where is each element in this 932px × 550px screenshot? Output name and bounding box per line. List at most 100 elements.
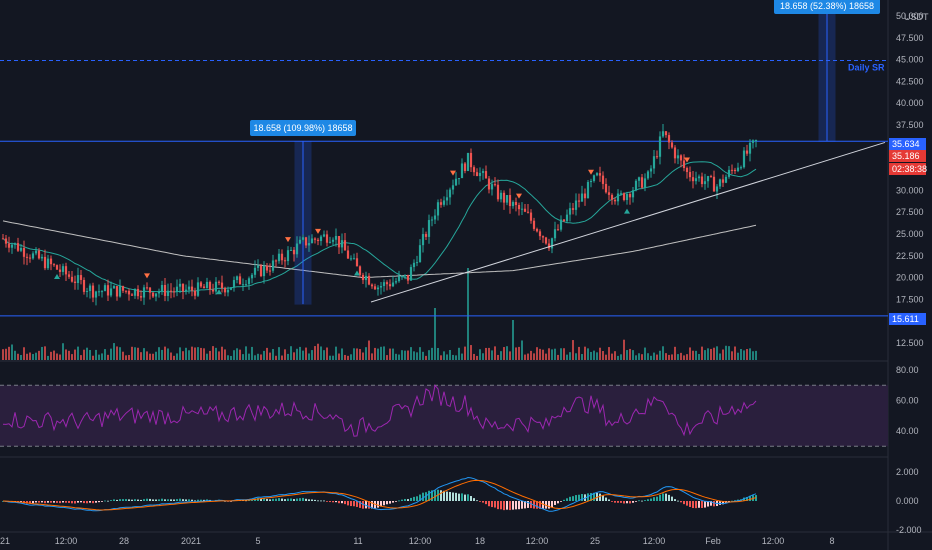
candle-body xyxy=(292,249,296,255)
rsi-tick-label: 80.00 xyxy=(896,365,919,375)
candle-body xyxy=(358,266,362,275)
macd-histogram-bar xyxy=(26,501,28,504)
macd-histogram-bar xyxy=(710,501,712,506)
candle-body xyxy=(118,286,122,297)
volume-bar xyxy=(587,348,589,360)
candle-body xyxy=(400,276,404,278)
candle-body xyxy=(97,291,101,293)
macd-histogram-bar xyxy=(473,498,475,501)
macd-histogram-bar xyxy=(50,501,52,503)
candle-body xyxy=(13,243,17,245)
macd-histogram-bar xyxy=(524,501,526,509)
candle-body xyxy=(631,190,635,198)
trendline-group[interactable] xyxy=(370,141,886,303)
volume-bar xyxy=(461,353,463,360)
volume-bar xyxy=(296,348,298,360)
volume-bar xyxy=(476,355,478,360)
volume-bar xyxy=(317,343,319,360)
volume-bar xyxy=(428,350,430,360)
volume-bar xyxy=(92,355,94,360)
macd-histogram-bar xyxy=(89,501,91,503)
volume-bar xyxy=(53,350,55,360)
volume-bar xyxy=(410,347,412,360)
macd-histogram-bar xyxy=(731,500,733,502)
candle-body xyxy=(652,156,656,169)
macd-histogram-bar xyxy=(287,498,289,501)
candle-body xyxy=(34,250,38,254)
time-tick-label: 12:00 xyxy=(409,536,432,546)
volume-bar xyxy=(713,347,715,360)
volume-bar xyxy=(560,348,562,360)
macd-histogram-bar xyxy=(674,499,676,501)
candle-body xyxy=(37,250,41,259)
macd-histogram-bar xyxy=(284,499,286,501)
macd-histogram-bar xyxy=(401,499,403,501)
macd-histogram-bar xyxy=(98,501,100,503)
volume-bar xyxy=(644,347,646,360)
volume-bar xyxy=(671,354,673,360)
candle-body xyxy=(205,281,209,289)
volume-bar xyxy=(680,352,682,360)
candle-body xyxy=(460,163,464,179)
candle-body xyxy=(526,211,530,213)
price-tick-label: 30.000 xyxy=(896,185,924,195)
macd-histogram-bar xyxy=(458,493,460,501)
candle-body xyxy=(478,172,482,177)
candle-body xyxy=(559,219,563,230)
candle-body xyxy=(433,215,437,220)
candle-body xyxy=(496,184,500,200)
macd-histogram-bar xyxy=(245,500,247,502)
macd-histogram-bar xyxy=(167,499,169,501)
candle-body xyxy=(262,265,266,277)
macd-histogram-bar xyxy=(161,498,163,501)
candle-body xyxy=(598,173,602,176)
candle-body xyxy=(28,257,32,259)
candle-body xyxy=(673,147,677,159)
candle-body xyxy=(616,193,620,202)
volume-bar xyxy=(662,346,664,360)
buy-signal-marker xyxy=(54,273,60,279)
candle-body xyxy=(748,142,752,154)
candle-body xyxy=(337,235,341,248)
volume-bar xyxy=(86,347,88,360)
volume-bar xyxy=(548,348,550,360)
candle-body xyxy=(16,243,20,251)
candle-body xyxy=(745,150,749,154)
time-tick-label: 11 xyxy=(353,536,362,546)
candle-body xyxy=(694,178,698,182)
candle-body xyxy=(286,250,290,262)
macd-histogram-bar xyxy=(608,499,610,501)
macd-histogram-bar xyxy=(296,498,298,501)
macd-histogram-bar xyxy=(173,499,175,501)
volume-bar xyxy=(182,351,184,360)
volume-bar xyxy=(749,348,751,360)
candle-body xyxy=(649,168,653,172)
candle-body xyxy=(229,287,233,290)
macd-histogram-bar xyxy=(320,500,322,502)
candle-body xyxy=(427,220,431,237)
macd-histogram-bar xyxy=(248,500,250,501)
candle-body xyxy=(580,193,584,202)
macd-histogram-bar xyxy=(38,501,40,503)
candle-body xyxy=(691,177,695,182)
volume-bar xyxy=(230,355,232,360)
time-axis[interactable]: 21 12:00 28 2021 5 11 12:00 18 12:00 25 12:00 Feb 12… xyxy=(0,536,835,546)
rsi-line xyxy=(2,384,757,437)
measurement-label-text: 18.658 (109.98%) 18658 xyxy=(253,123,352,133)
volume-bar xyxy=(677,354,679,360)
candle-body xyxy=(406,274,410,281)
volume-bar xyxy=(176,353,178,360)
volume-bar xyxy=(188,350,190,360)
volume-bar xyxy=(143,348,145,360)
horizontal-lines[interactable]: Daily SR xyxy=(0,59,888,317)
candle-body xyxy=(658,136,662,157)
volume-bar xyxy=(542,349,544,360)
measurement-boxes[interactable]: 18.658 (109.98%) 18658 18.658 (52.38%) 18… xyxy=(250,0,880,305)
volume-bar xyxy=(50,351,52,360)
volume-bar xyxy=(371,353,373,360)
candle-body xyxy=(160,285,164,292)
volume-bar xyxy=(221,346,223,360)
price-tags: 35.634 35.186 02:38:38 15.611 xyxy=(889,138,927,325)
volume-bar xyxy=(605,354,607,360)
